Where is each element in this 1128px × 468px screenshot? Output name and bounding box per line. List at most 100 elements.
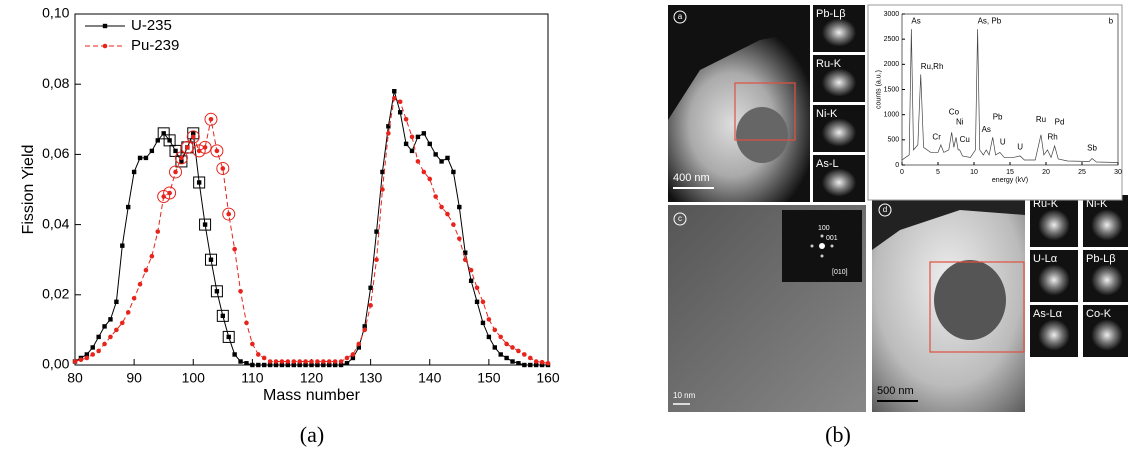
caption: (b) bbox=[825, 422, 851, 447]
marker bbox=[462, 257, 468, 263]
marker bbox=[445, 155, 450, 161]
marker bbox=[143, 155, 149, 161]
highlight-marker bbox=[199, 218, 212, 231]
marker bbox=[321, 362, 326, 368]
marker bbox=[90, 352, 96, 357]
peak-label: Co bbox=[949, 107, 960, 116]
marker bbox=[191, 131, 196, 136]
marker bbox=[238, 359, 243, 364]
marker bbox=[439, 204, 444, 210]
marker bbox=[386, 124, 391, 129]
marker bbox=[439, 159, 444, 164]
marker bbox=[155, 229, 161, 234]
highlight-marker bbox=[163, 186, 177, 200]
y-tick-label: 1000 bbox=[884, 112, 900, 119]
marker bbox=[338, 362, 344, 368]
marker bbox=[533, 359, 539, 364]
marker bbox=[185, 145, 190, 150]
marker bbox=[226, 334, 231, 340]
highlight-marker bbox=[204, 253, 217, 266]
marker bbox=[84, 352, 90, 357]
marker bbox=[374, 229, 379, 234]
marker bbox=[255, 352, 261, 357]
image-c: 100 001 [010] c 10 nm bbox=[668, 205, 866, 412]
marker bbox=[498, 334, 504, 340]
scale-label: 10 nm bbox=[673, 391, 696, 400]
marker bbox=[232, 246, 237, 252]
image-d: d 500 nm bbox=[872, 195, 1025, 412]
peak-label: Cr bbox=[932, 132, 941, 141]
marker bbox=[102, 324, 107, 329]
legend-marker bbox=[102, 43, 108, 49]
marker bbox=[516, 361, 521, 366]
marker bbox=[362, 324, 367, 329]
x-tick-label: 20 bbox=[1042, 169, 1050, 176]
x-tick-label: 25 bbox=[1078, 169, 1086, 176]
marker bbox=[90, 345, 95, 350]
marker bbox=[498, 352, 503, 357]
marker bbox=[267, 359, 273, 364]
marker bbox=[326, 359, 332, 364]
highlight-marker bbox=[204, 112, 218, 126]
marker bbox=[409, 134, 415, 140]
marker bbox=[125, 310, 131, 315]
map-signal bbox=[821, 18, 857, 47]
marker bbox=[409, 148, 415, 154]
marker bbox=[120, 320, 125, 326]
marker bbox=[303, 359, 308, 364]
marker bbox=[421, 169, 427, 175]
map-signal bbox=[821, 68, 857, 97]
marker bbox=[522, 362, 527, 368]
x-tick-label: 5 bbox=[936, 169, 940, 176]
x-tick-label: 120 bbox=[300, 370, 324, 386]
x-tick-label: 90 bbox=[126, 370, 142, 386]
marker bbox=[78, 357, 84, 363]
marker bbox=[149, 253, 155, 259]
y-axis-label: Fission Yield bbox=[20, 145, 37, 235]
image-tag: c bbox=[678, 214, 682, 223]
x-axis-label: energy (kV) bbox=[992, 177, 1028, 184]
highlight-marker bbox=[193, 176, 206, 189]
diffraction-label: 100 bbox=[818, 225, 830, 232]
peak-label: Ru,Rh bbox=[921, 62, 944, 71]
marker bbox=[291, 359, 297, 364]
peak-label: As, Pb bbox=[978, 17, 1002, 26]
x-tick-label: 30 bbox=[1114, 169, 1122, 176]
marker bbox=[492, 345, 497, 350]
marker bbox=[468, 267, 474, 273]
marker bbox=[202, 145, 208, 150]
map-label: As-Lα bbox=[1033, 308, 1063, 320]
marker bbox=[457, 204, 462, 210]
marker bbox=[155, 138, 160, 143]
marker bbox=[285, 359, 291, 364]
y-axis-label: counts (a.u.) bbox=[876, 70, 883, 109]
marker bbox=[332, 359, 338, 364]
highlight-marker bbox=[174, 151, 188, 165]
marker bbox=[297, 359, 302, 364]
marker bbox=[539, 359, 545, 365]
highlight-marker bbox=[210, 144, 224, 158]
map-signal bbox=[821, 168, 857, 197]
image-a: a 400 nm bbox=[668, 5, 810, 202]
diffraction-label: [010] bbox=[832, 269, 848, 276]
series-line bbox=[74, 91, 548, 366]
marker bbox=[244, 361, 249, 366]
x-tick-label: 80 bbox=[67, 370, 83, 386]
y-tick-label: 500 bbox=[888, 137, 900, 144]
marker bbox=[137, 281, 143, 287]
marker bbox=[196, 180, 202, 185]
marker bbox=[480, 320, 486, 326]
marker bbox=[528, 362, 533, 368]
marker bbox=[279, 362, 285, 368]
plot-frame bbox=[74, 13, 549, 366]
marker bbox=[350, 355, 356, 361]
elemental-maps-d: Ru-K Ni-K U-Lα Pb-Lβ As-Lα Co-K bbox=[1030, 195, 1128, 357]
marker bbox=[368, 303, 373, 308]
marker bbox=[403, 117, 409, 122]
marker bbox=[380, 169, 385, 175]
marker bbox=[374, 257, 379, 263]
marker bbox=[516, 348, 521, 354]
x-tick-label: 110 bbox=[241, 370, 264, 386]
marker bbox=[96, 334, 101, 340]
marker bbox=[126, 204, 131, 210]
